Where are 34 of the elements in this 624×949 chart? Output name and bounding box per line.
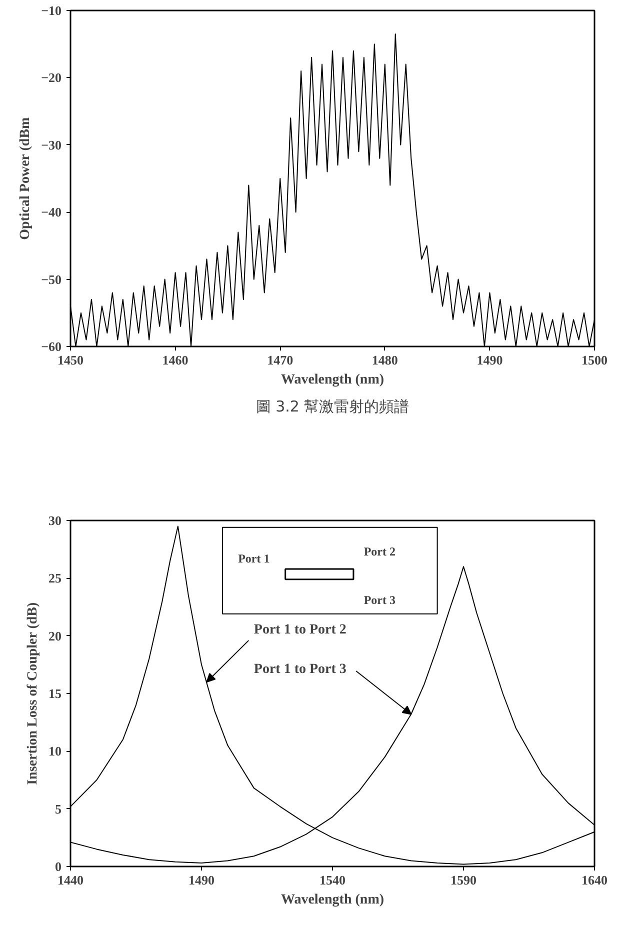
x-tick-label: 1440 [58, 872, 84, 888]
y-tick-label: 25 [48, 570, 62, 586]
annotation: Port 2 [364, 544, 396, 559]
annotation: Port 3 [364, 593, 396, 608]
y-tick-label: −10 [41, 3, 62, 18]
y-tick-label: −60 [41, 339, 62, 354]
y-tick-label: 10 [48, 744, 62, 759]
x-tick-label: 1490 [188, 872, 214, 888]
x-tick-label: 1480 [372, 352, 398, 368]
x-tick-label: 1460 [162, 352, 188, 368]
x-tick-label: 1470 [267, 352, 294, 368]
y-tick-label: 15 [48, 686, 62, 701]
annotation: Port 1 to Port 2 [254, 622, 346, 638]
caption: 圖 3.2 幫激雷射的頻譜 [256, 398, 410, 416]
annotation: Port 1 [238, 552, 270, 566]
x-tick-label: 1500 [582, 352, 608, 368]
y-tick-label: 5 [55, 801, 62, 816]
y-axis-title: Optical Power (dBm [18, 116, 34, 240]
y-axis-title: Insertion Loss of Coupler (dB) [26, 602, 40, 785]
x-tick-label: 1640 [582, 872, 608, 888]
x-tick-label: 1590 [450, 872, 476, 888]
x-axis-title: Wavelength (nm) [280, 372, 384, 388]
annotation: Port 1 to Port 3 [254, 662, 346, 677]
x-tick-label: 1450 [58, 352, 84, 368]
y-tick-label: −50 [41, 272, 62, 287]
y-tick-label: −30 [41, 137, 62, 152]
y-tick-label: 20 [48, 628, 62, 644]
x-axis-title: Wavelength (nm) [280, 892, 384, 908]
y-tick-label: −40 [41, 204, 62, 220]
y-tick-label: 0 [55, 859, 62, 874]
x-tick-label: 1490 [476, 352, 503, 368]
x-tick-label: 1540 [320, 872, 346, 888]
y-tick-label: 30 [48, 513, 62, 528]
y-tick-label: −20 [41, 70, 62, 86]
